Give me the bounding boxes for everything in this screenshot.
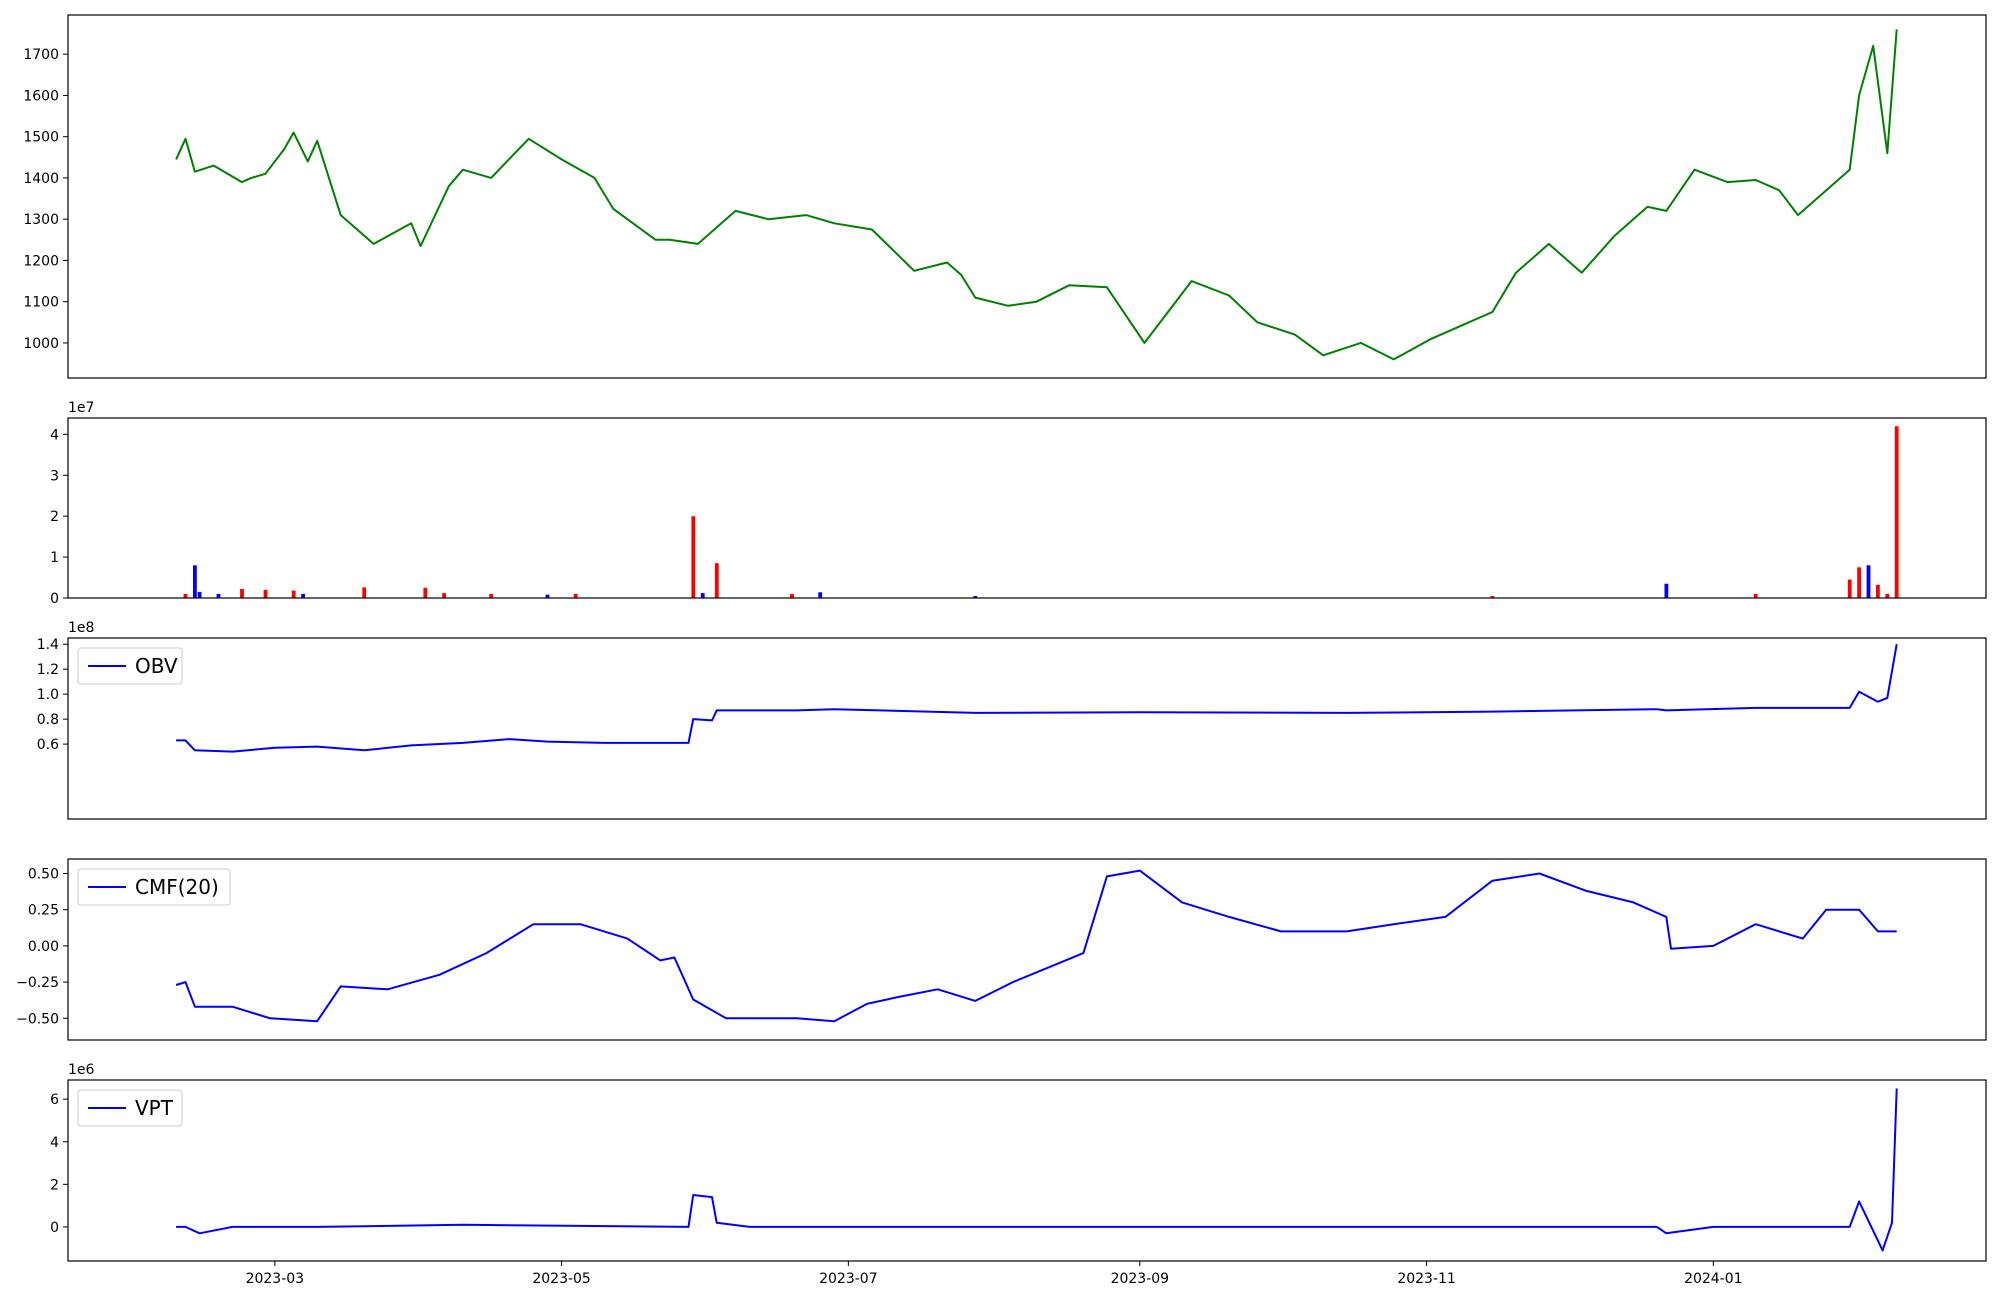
- volume-bar: [193, 565, 197, 598]
- volume-axes-frame: [67, 417, 1987, 599]
- price-ytick-label: 1000: [23, 336, 59, 352]
- volume-bar: [1857, 567, 1861, 598]
- obv-ytick-label: 1.0: [37, 687, 59, 703]
- volume-bar: [216, 593, 221, 598]
- volume-bar: [197, 591, 202, 598]
- price-ytick-label: 1200: [23, 253, 59, 269]
- cmf-ytick-label: 0.25: [28, 903, 59, 919]
- volume-ytick-label: 4: [50, 427, 59, 443]
- obv-series-line: [176, 644, 1898, 753]
- volume-bar: [489, 593, 493, 598]
- x-tick-label: 2024-01: [1684, 1271, 1743, 1287]
- price-ytick-label: 1700: [23, 47, 59, 63]
- volume-bar: [183, 593, 188, 598]
- vpt-ytick-label: 2: [50, 1177, 59, 1193]
- volume-ytick-label: 3: [50, 468, 59, 484]
- panel-vpt: 0 2 4 6 1e6 VPT: [50, 1062, 1987, 1262]
- vpt-ytick-label: 4: [50, 1135, 59, 1151]
- volume-bar: [700, 593, 705, 598]
- cmf-ytick-label: −0.50: [16, 1011, 59, 1027]
- cmf-legend-box: [77, 868, 231, 906]
- volume-ytick-label: 0: [50, 591, 59, 607]
- cmf-series-line: [175, 869, 1897, 1023]
- price-ytick-label: 1100: [23, 295, 59, 311]
- x-tick-label: 2023-11: [1397, 1271, 1456, 1287]
- volume-exponent-label: 1e7: [68, 400, 94, 416]
- obv-ytick-label: 1.2: [37, 662, 59, 678]
- volume-bar: [818, 592, 823, 598]
- x-tick-label: 2023-05: [532, 1271, 591, 1287]
- x-tick-label: 2023-07: [819, 1271, 878, 1287]
- vpt-ytick-label: 6: [50, 1092, 59, 1108]
- volume-bar: [1847, 579, 1852, 598]
- cmf-legend-label: CMF(20): [135, 875, 219, 899]
- vpt-axes-frame: [67, 1079, 1987, 1262]
- vpt-legend-label: VPT: [135, 1096, 174, 1120]
- obv-ytick-label: 0.6: [37, 737, 59, 753]
- volume-bar: [790, 593, 794, 598]
- volume-bar: [691, 516, 696, 598]
- volume-bar: [240, 589, 244, 598]
- x-tick-label: 2023-09: [1111, 1271, 1170, 1287]
- obv-legend-box: [77, 647, 183, 685]
- volume-bar: [362, 587, 367, 598]
- price-axes-frame: [67, 14, 1987, 379]
- price-ytick-label: 1600: [23, 88, 59, 104]
- volume-bar: [545, 594, 550, 598]
- panel-cmf: −0.50 −0.25 0.00 0.25 0.50 CMF(20): [16, 858, 1987, 1041]
- panel-price: 1000 1100 1200 1300 1400 1500 1600 1700: [23, 14, 1987, 379]
- x-tick-label: 2023-03: [246, 1271, 305, 1287]
- volume-bar: [1866, 565, 1871, 598]
- volume-bar: [1490, 596, 1495, 598]
- volume-bar: [423, 587, 428, 598]
- volume-bar: [1664, 583, 1669, 598]
- panel-obv: 0.6 0.8 1.0 1.2 1.4 1e8 OBV: [37, 620, 1987, 820]
- volume-bar: [291, 590, 296, 598]
- panel-volume: 0 1 2 3 4 1e7: [50, 400, 1987, 607]
- volume-bar: [573, 593, 578, 598]
- volume-bar: [442, 593, 446, 598]
- obv-exponent-label: 1e8: [68, 620, 94, 636]
- cmf-ytick-label: −0.25: [16, 975, 59, 991]
- vpt-ytick-label: 0: [50, 1220, 59, 1236]
- price-series-line: [175, 29, 1898, 361]
- price-ytick-label: 1300: [23, 212, 59, 228]
- volume-bar: [1876, 584, 1880, 598]
- volume-bar: [973, 596, 978, 598]
- volume-bar: [301, 593, 305, 598]
- volume-bar: [1753, 593, 1758, 598]
- price-ytick-label: 1500: [23, 130, 59, 146]
- vpt-legend-box: [77, 1089, 183, 1127]
- cmf-ytick-label: 0.00: [28, 939, 59, 955]
- volume-ytick-label: 1: [50, 550, 59, 566]
- price-ytick-label: 1400: [23, 171, 59, 187]
- cmf-axes-frame: [67, 858, 1987, 1041]
- cmf-ytick-label: 0.50: [28, 866, 59, 882]
- volume-ytick-label: 2: [50, 509, 59, 525]
- volume-bar: [1885, 593, 1890, 598]
- vpt-series-line: [176, 1088, 1898, 1252]
- obv-legend-label: OBV: [135, 654, 178, 678]
- vpt-exponent-label: 1e6: [68, 1062, 95, 1078]
- volume-bar: [263, 589, 268, 598]
- volume-bar: [1894, 426, 1899, 598]
- obv-ytick-label: 1.4: [37, 637, 59, 653]
- obv-axes-frame: [67, 637, 1987, 820]
- obv-ytick-label: 0.8: [37, 712, 59, 728]
- volume-bar: [714, 563, 719, 598]
